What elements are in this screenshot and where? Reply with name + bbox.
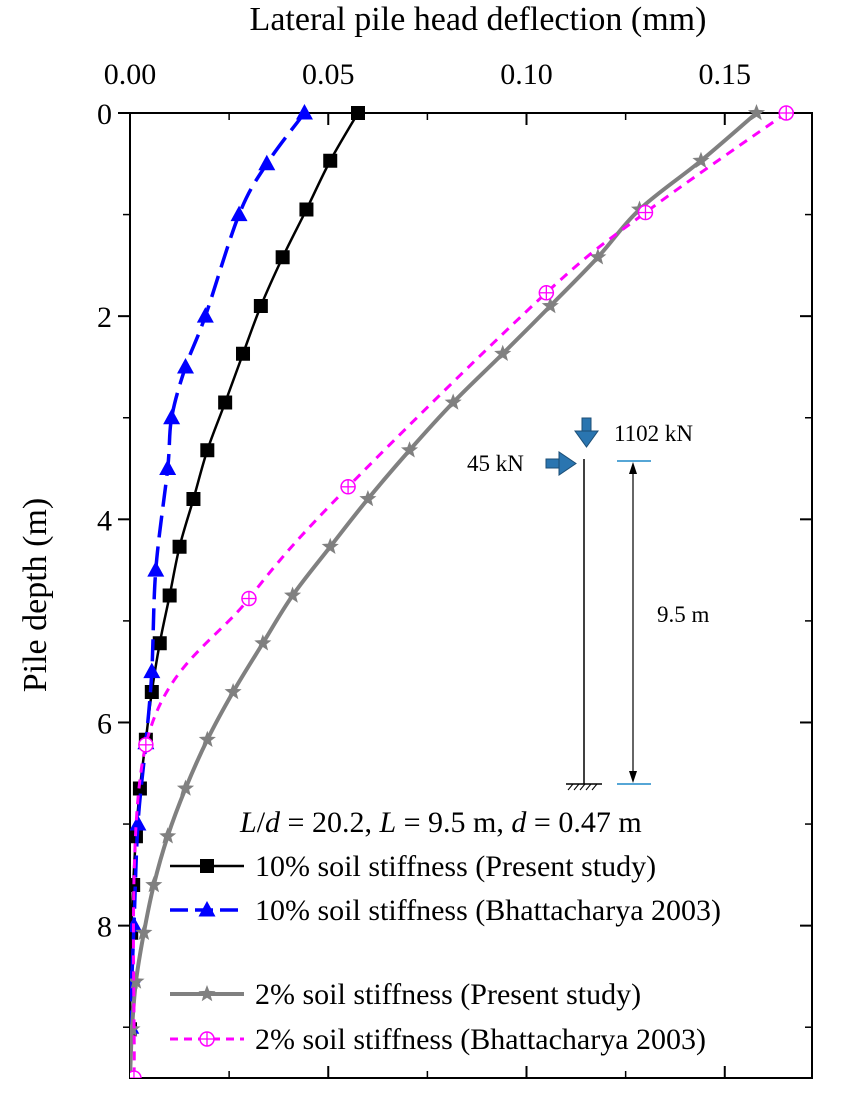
legend-item: 10% soil stiffness (Bhattacharya 2003) [170, 894, 721, 927]
data-point [747, 104, 766, 121]
legend: 10% soil stiffness (Present study) 10% so… [170, 850, 721, 1056]
legend-item: 2% soil stiffness (Present study) [170, 978, 641, 1011]
pile-length-label: 9.5 m [657, 602, 710, 627]
x-tick-label: 0.10 [500, 58, 553, 91]
series-layer [130, 104, 794, 1078]
data-point [350, 106, 365, 120]
y-ticks: 0 2 4 6 8 [97, 98, 812, 1028]
data-point [130, 972, 145, 989]
series-line [131, 111, 788, 1078]
series-4 [130, 105, 794, 1078]
data-point [198, 901, 216, 917]
data-point [130, 1070, 142, 1078]
data-point [284, 586, 302, 603]
vertical-load-label: 1102 kN [614, 421, 693, 446]
data-point [541, 297, 559, 314]
data-point [177, 357, 195, 374]
data-point [198, 985, 216, 1002]
data-point [138, 737, 154, 753]
data-point [295, 104, 313, 120]
series-line [130, 111, 758, 1078]
x-tick-label: 0.15 [699, 58, 752, 91]
data-point [340, 479, 356, 495]
y-tick-label: 2 [97, 301, 112, 334]
data-point [186, 492, 201, 506]
data-point [224, 683, 242, 700]
data-point [159, 827, 177, 844]
data-point [176, 779, 195, 796]
lateral-load-label: 45 kN [467, 451, 524, 476]
data-point [198, 730, 216, 748]
data-point [359, 490, 377, 507]
x-tick-label: 0.05 [302, 58, 355, 91]
plot-frame [129, 112, 813, 1079]
data-point [196, 307, 214, 323]
data-point [692, 151, 710, 169]
data-point [130, 815, 147, 831]
legend-label: 2% soil stiffness (Bhattacharya 2003) [255, 1023, 706, 1056]
data-point [778, 105, 794, 121]
legend-label: 2% soil stiffness (Present study) [255, 978, 641, 1011]
pile-diagram: 1102 kN 45 kN 9.5 m [467, 417, 710, 791]
data-point [241, 590, 257, 607]
dimension-arrow-down-icon [629, 771, 637, 783]
data-point [400, 441, 419, 458]
y-tick-label: 4 [97, 504, 112, 537]
data-point [321, 537, 339, 555]
y-tick-label: 6 [97, 707, 112, 740]
legend-label: 10% soil stiffness (Present study) [255, 850, 656, 883]
data-point [538, 285, 555, 301]
data-point [200, 443, 215, 458]
series-line [130, 111, 306, 1078]
data-point [218, 395, 233, 410]
data-point [299, 202, 314, 217]
data-point [494, 344, 512, 362]
y-axis-title: Pile depth (m) [17, 498, 54, 693]
data-point [444, 393, 462, 410]
data-point [199, 1031, 215, 1047]
data-point [589, 248, 607, 265]
series-3 [130, 104, 766, 1078]
data-point [147, 561, 165, 577]
data-point [145, 876, 163, 893]
dimension-arrow-up-icon [629, 462, 637, 474]
data-point [200, 859, 214, 873]
data-point [135, 923, 153, 941]
data-point [152, 636, 167, 651]
vertical-load-arrow-icon [574, 417, 599, 448]
legend-item: 10% soil stiffness (Present study) [170, 850, 656, 883]
data-point [143, 662, 161, 679]
series-2 [130, 104, 313, 1078]
x-tick-label: 0.00 [104, 58, 157, 91]
data-point [275, 250, 290, 265]
data-point [258, 154, 276, 171]
x-ticks: 0.00 0.05 0.10 0.15 [104, 58, 751, 1078]
data-point [162, 588, 177, 603]
y-tick-label: 8 [97, 911, 112, 944]
data-point [172, 539, 187, 554]
x-axis-title: Lateral pile head deflection (mm) [250, 1, 707, 38]
data-point [236, 346, 251, 361]
data-point [230, 205, 248, 222]
lateral-load-arrow-icon [545, 451, 577, 476]
data-point [323, 153, 338, 168]
data-point [163, 408, 181, 425]
data-point [254, 634, 272, 651]
fixed-base-icon [566, 783, 602, 791]
data-point [132, 781, 147, 796]
data-point [637, 204, 654, 221]
data-point [253, 299, 268, 313]
data-point [159, 459, 177, 476]
params-text: L/d = 20.2, L = 9.5 m, d = 0.47 m [239, 806, 642, 839]
y-tick-label: 0 [97, 98, 112, 131]
legend-item: 2% soil stiffness (Bhattacharya 2003) [170, 1023, 706, 1056]
data-point [130, 878, 141, 892]
legend-label: 10% soil stiffness (Bhattacharya 2003) [255, 894, 721, 927]
